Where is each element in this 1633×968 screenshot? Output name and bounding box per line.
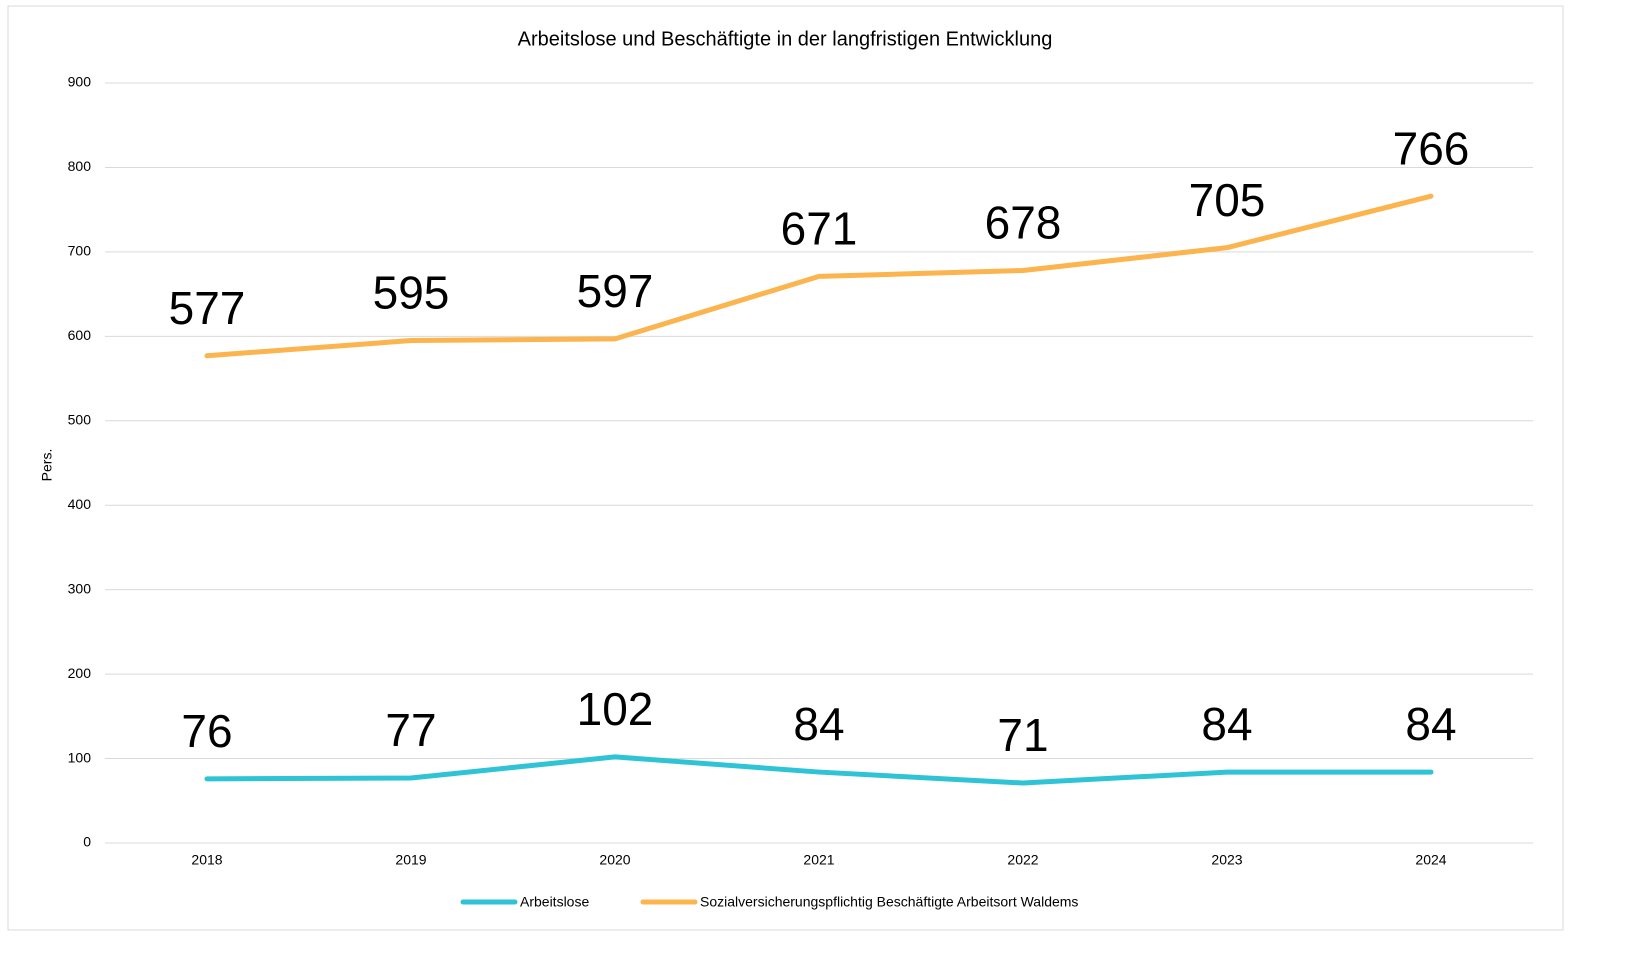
y-tick-label: 900	[68, 74, 92, 90]
x-tick-label: 2018	[191, 852, 222, 868]
data-label: 595	[373, 267, 450, 319]
data-label: 102	[577, 683, 654, 735]
series-line	[204, 193, 1434, 359]
y-tick-label: 300	[68, 580, 92, 596]
y-axis-label: Pers.	[39, 449, 55, 482]
chart-title: Arbeitslose und Beschäftigte in der lang…	[518, 28, 1053, 50]
x-tick-label: 2020	[599, 852, 630, 868]
y-tick-label: 700	[68, 243, 92, 259]
data-label: 71	[997, 709, 1048, 761]
series-line	[204, 754, 1434, 786]
data-label: 577	[169, 282, 246, 334]
data-label: 84	[1201, 698, 1252, 750]
data-label: 597	[577, 265, 654, 317]
data-label: 84	[793, 698, 844, 750]
data-label: 766	[1393, 122, 1470, 174]
data-label: 76	[181, 705, 232, 757]
data-label: 671	[781, 203, 858, 255]
y-tick-label: 600	[68, 327, 92, 343]
legend-label: Sozialversicherungspflichtig Beschäftigt…	[700, 894, 1078, 910]
y-tick-label: 0	[83, 834, 91, 850]
data-label: 84	[1405, 698, 1456, 750]
x-tick-label: 2024	[1415, 852, 1446, 868]
x-tick-label: 2021	[803, 852, 834, 868]
y-tick-label: 200	[68, 665, 92, 681]
y-tick-label: 500	[68, 411, 92, 427]
x-tick-label: 2022	[1007, 852, 1038, 868]
y-tick-label: 800	[68, 158, 92, 174]
x-tick-label: 2023	[1211, 852, 1242, 868]
y-tick-label: 400	[68, 496, 92, 512]
data-label: 77	[385, 704, 436, 756]
data-label: 678	[985, 197, 1062, 249]
data-label: 705	[1189, 174, 1266, 226]
x-tick-label: 2019	[395, 852, 426, 868]
chart-frame	[7, 5, 1564, 931]
y-tick-label: 100	[68, 749, 92, 765]
legend-label: Arbeitslose	[520, 894, 589, 910]
